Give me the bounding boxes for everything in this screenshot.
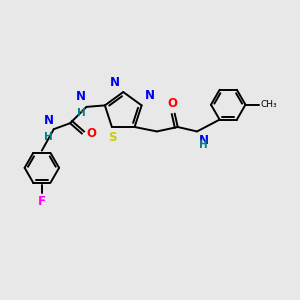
- Text: H: H: [199, 140, 207, 150]
- Text: H: H: [77, 108, 85, 118]
- Text: N: N: [199, 134, 208, 147]
- Text: O: O: [86, 127, 96, 140]
- Text: O: O: [167, 97, 177, 110]
- Text: F: F: [38, 195, 46, 208]
- Text: H: H: [44, 132, 53, 142]
- Text: N: N: [110, 76, 120, 89]
- Text: S: S: [108, 131, 117, 144]
- Text: N: N: [44, 114, 53, 127]
- Text: CH₃: CH₃: [260, 100, 277, 109]
- Text: N: N: [76, 90, 86, 103]
- Text: N: N: [145, 89, 154, 102]
